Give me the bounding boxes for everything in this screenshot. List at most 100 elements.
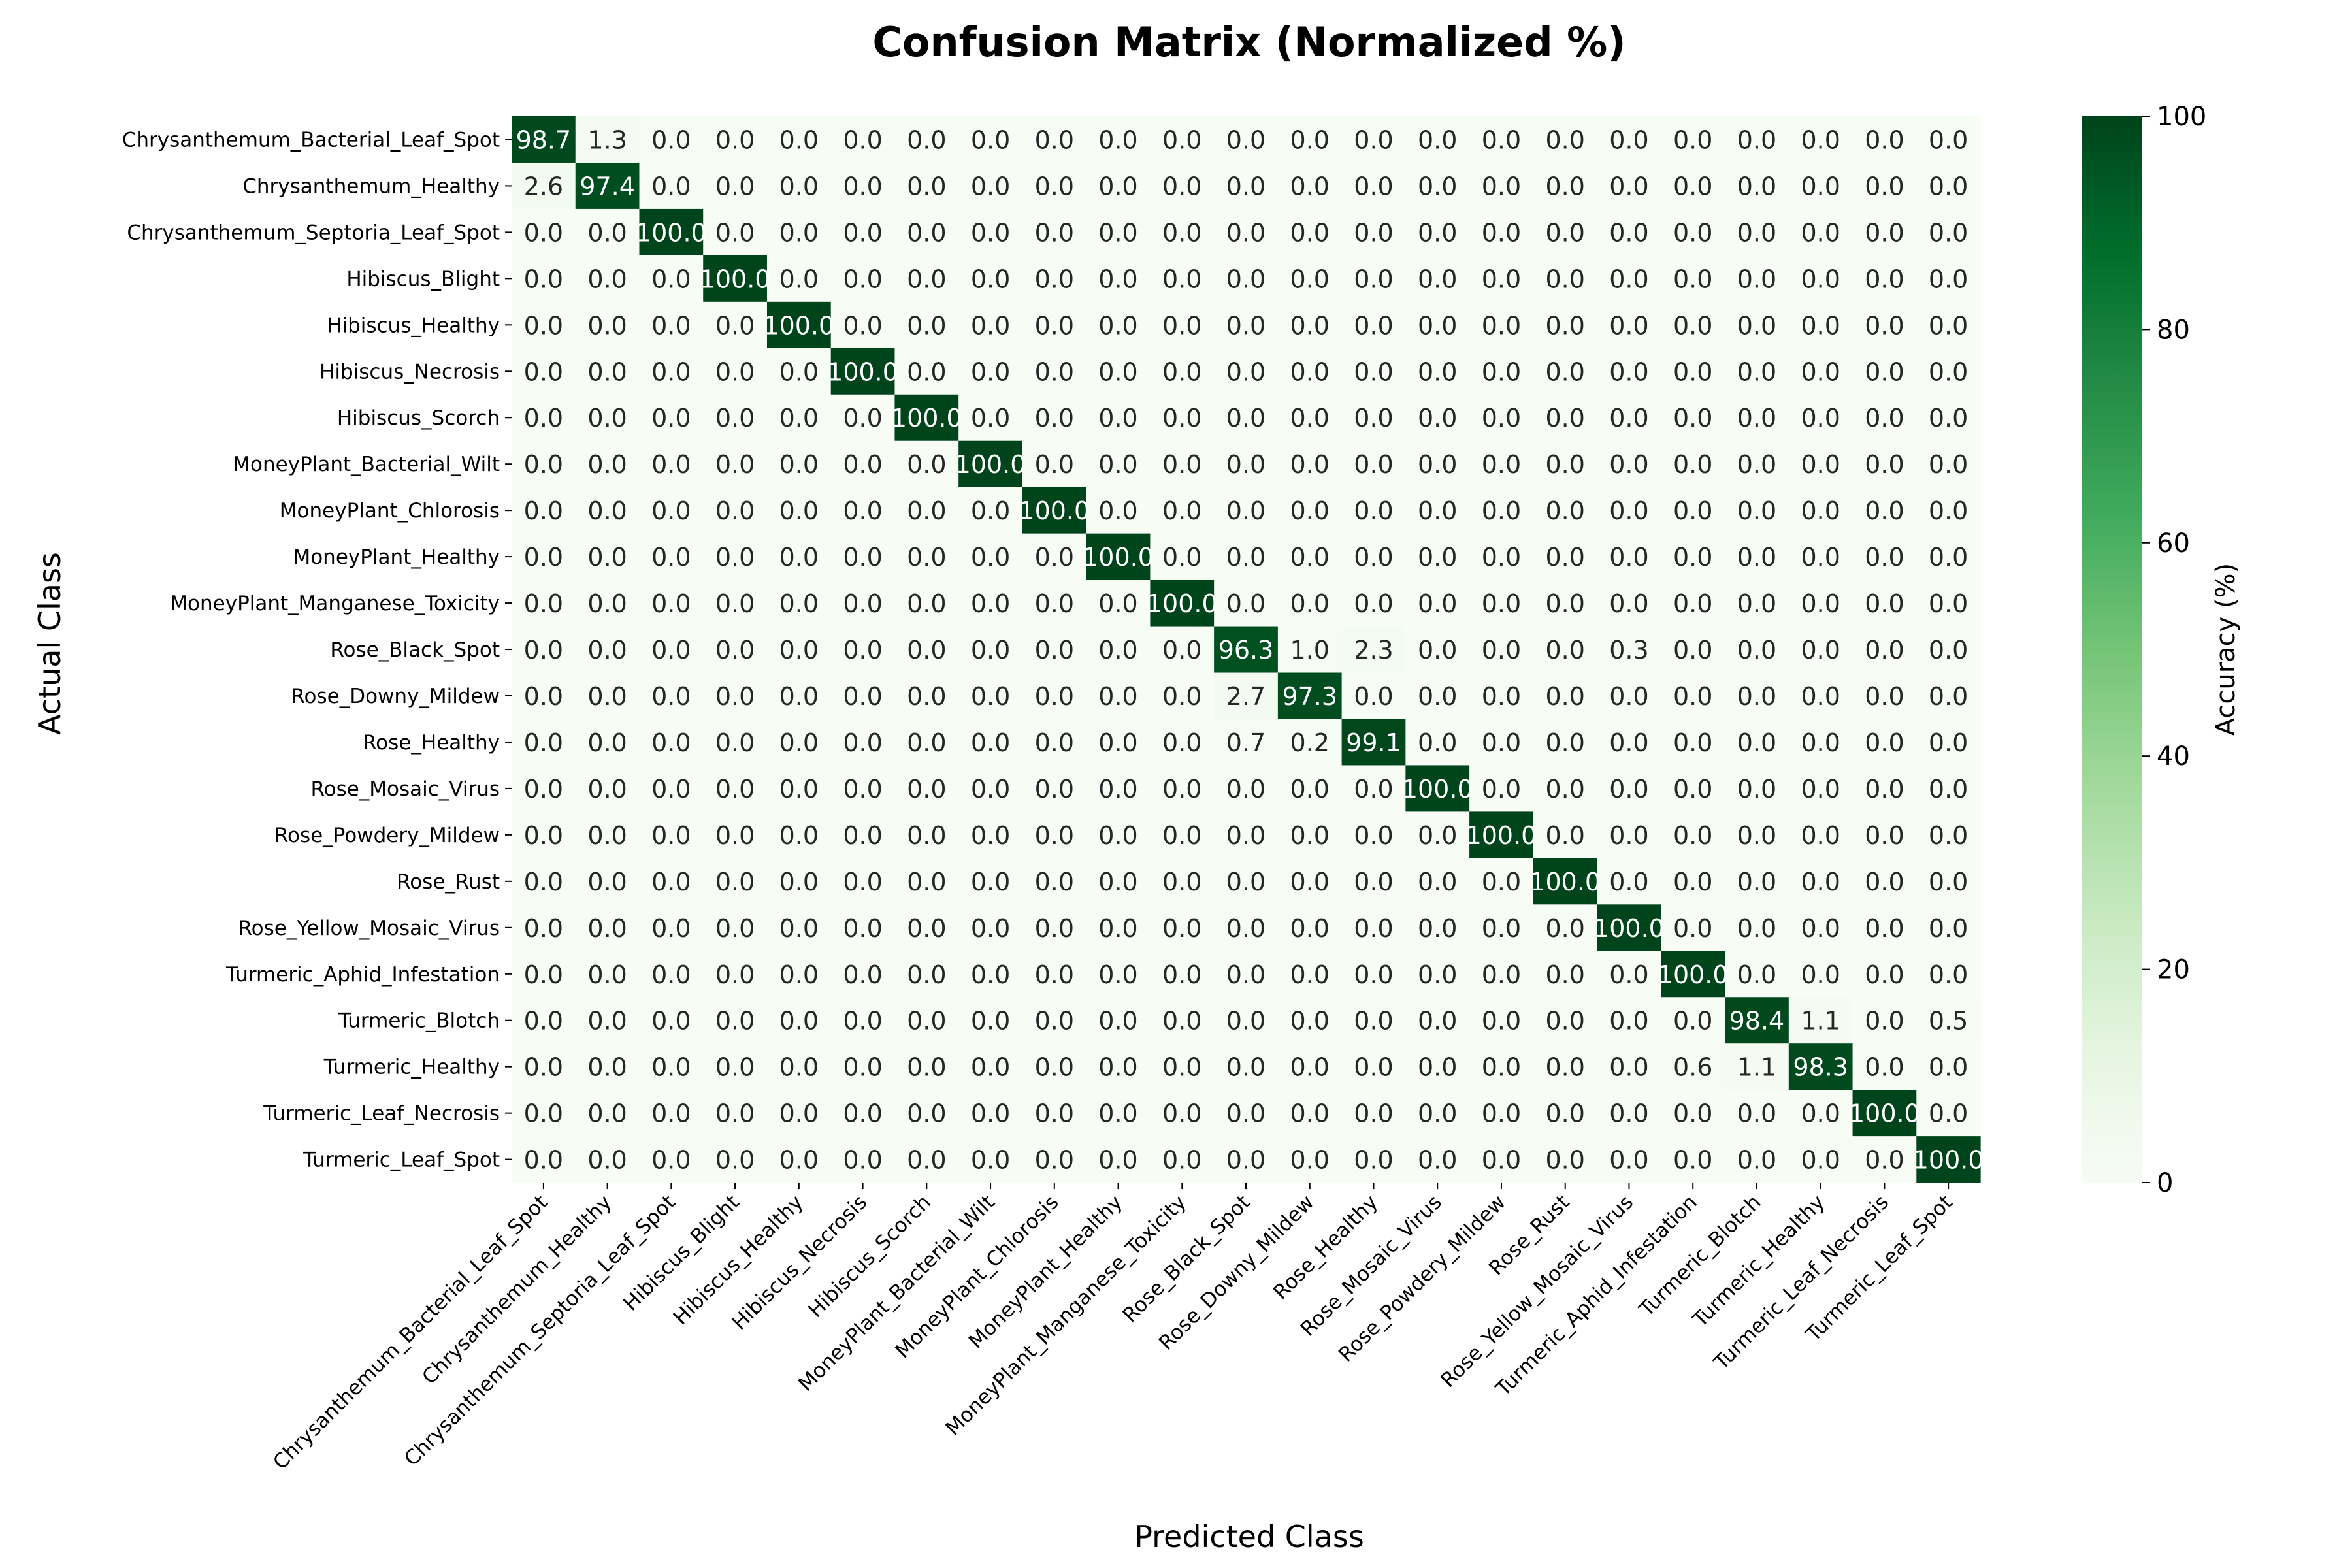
heatmap-cell — [1022, 858, 1087, 905]
heatmap-cell — [1661, 301, 1725, 349]
heatmap-cell — [703, 208, 768, 256]
heatmap-cell — [703, 997, 768, 1044]
cell-value-label: 0.0 — [779, 775, 819, 804]
cell-value-label: 2.3 — [1354, 636, 1393, 664]
heatmap-cell — [830, 719, 896, 766]
heatmap-cell — [1277, 1043, 1343, 1090]
cell-value-label: 0.0 — [1865, 543, 1904, 572]
heatmap-cell — [1725, 719, 1789, 766]
heatmap-cell — [512, 719, 576, 766]
heatmap-cell — [894, 487, 959, 534]
y-tick-label: Hibiscus_Healthy — [327, 314, 500, 337]
heatmap-cell — [1533, 904, 1598, 951]
heatmap-cell — [1086, 1136, 1151, 1183]
cell-value-label: 0.0 — [843, 1100, 882, 1128]
cell-value-label: 0.0 — [1162, 543, 1201, 572]
cell-value-label: 0.0 — [715, 914, 755, 943]
heatmap-cell — [1725, 533, 1789, 581]
heatmap-cell — [766, 255, 832, 302]
cell-value-label: 0.0 — [1035, 914, 1074, 943]
heatmap-cell — [1852, 208, 1917, 256]
cell-value-label: 0.0 — [1098, 1146, 1137, 1175]
cell-value-label: 0.0 — [907, 1007, 946, 1036]
cell-value-label: 0.0 — [1609, 775, 1648, 804]
y-tick-label: Turmeric_Leaf_Necrosis — [263, 1102, 500, 1126]
heatmap-cell — [830, 348, 896, 395]
cell-value-label: 100.0 — [1019, 497, 1090, 525]
cell-value-label: 0.0 — [1929, 543, 1968, 572]
heatmap-cell — [1916, 580, 1981, 627]
cell-value-label: 0.0 — [1290, 543, 1330, 572]
cell-value-label: 0.0 — [1737, 914, 1776, 943]
heatmap-cell — [1661, 348, 1725, 395]
cell-value-label: 0.0 — [1673, 728, 1712, 757]
heatmap-cell — [830, 116, 896, 163]
heatmap-cell — [1469, 672, 1534, 720]
heatmap-cell — [1725, 765, 1789, 812]
heatmap-cell — [1277, 255, 1343, 302]
cell-value-label: 0.0 — [1354, 311, 1393, 340]
heatmap-cell — [1341, 255, 1406, 302]
cell-value-label: 0.0 — [1545, 218, 1584, 247]
heatmap-cell — [1852, 487, 1917, 534]
cell-value-label: 0.0 — [1545, 775, 1584, 804]
cell-value-label: 98.7 — [516, 125, 572, 154]
cell-value-label: 0.0 — [1545, 1053, 1584, 1082]
heatmap-cell — [1405, 440, 1470, 488]
cell-value-label: 0.0 — [1609, 404, 1648, 433]
heatmap-cell — [830, 951, 896, 998]
cell-value-label: 0.0 — [524, 960, 563, 989]
cell-value-label: 0.0 — [1098, 265, 1137, 293]
heatmap-cell — [1788, 348, 1854, 395]
cell-value-label: 0.0 — [1865, 868, 1904, 896]
cell-value-label: 0.0 — [1737, 497, 1776, 525]
cell-value-label: 0.0 — [1929, 357, 1968, 386]
heatmap-cell — [639, 208, 704, 256]
heatmap-cell — [1725, 1090, 1789, 1137]
cell-value-label: 0.0 — [779, 265, 819, 293]
cell-value-label: 0.0 — [1929, 775, 1968, 804]
heatmap-cell — [1661, 719, 1725, 766]
heatmap-cell — [1725, 904, 1789, 951]
heatmap-cell — [512, 394, 576, 442]
heatmap-cell — [575, 208, 640, 256]
heatmap-cell — [1916, 858, 1981, 905]
heatmap-cell — [830, 208, 896, 256]
heatmap-cell — [1469, 904, 1534, 951]
heatmap-cell — [575, 765, 640, 812]
cell-value-label: 0.0 — [1290, 775, 1330, 804]
heatmap-cell — [1469, 1136, 1534, 1183]
heatmap-cell — [1661, 580, 1725, 627]
heatmap-cell — [1150, 811, 1215, 858]
heatmap-cell — [512, 858, 576, 905]
heatmap-cell — [512, 301, 576, 349]
y-tick-label: MoneyPlant_Manganese_Toxicity — [170, 592, 500, 615]
cell-value-label: 0.0 — [1098, 404, 1137, 433]
cell-value-label: 0.0 — [1865, 1053, 1904, 1082]
colorbar-tick-label: 100 — [2157, 102, 2206, 132]
cell-value-label: 0.0 — [971, 914, 1010, 943]
cell-value-label: 0.0 — [587, 218, 627, 247]
heatmap-cell — [1597, 1136, 1661, 1183]
cell-value-label: 0.0 — [1418, 172, 1457, 201]
colorbar-gradient — [2082, 116, 2142, 1183]
heatmap-cell — [1725, 208, 1789, 256]
heatmap-cell — [1852, 1043, 1917, 1090]
cell-value-label: 0.0 — [1290, 172, 1330, 201]
cell-value-label: 0.0 — [1545, 914, 1584, 943]
cell-value-label: 0.0 — [1098, 868, 1137, 896]
heatmap-cell — [1022, 580, 1087, 627]
heatmap-cell — [1852, 348, 1917, 395]
cell-value-label: 0.0 — [651, 265, 691, 293]
cell-value-label: 0.3 — [1609, 636, 1648, 664]
heatmap-cell — [766, 533, 832, 581]
heatmap-cell — [1788, 811, 1854, 858]
heatmap-cell — [1788, 487, 1854, 534]
heatmap-cell — [830, 765, 896, 812]
heatmap-cell — [894, 116, 959, 163]
cell-value-label: 0.0 — [1929, 914, 1968, 943]
heatmap-cell — [1341, 440, 1406, 488]
cell-value-label: 0.0 — [1418, 357, 1457, 386]
cell-value-label: 0.0 — [1482, 960, 1521, 989]
heatmap-cell — [830, 858, 896, 905]
